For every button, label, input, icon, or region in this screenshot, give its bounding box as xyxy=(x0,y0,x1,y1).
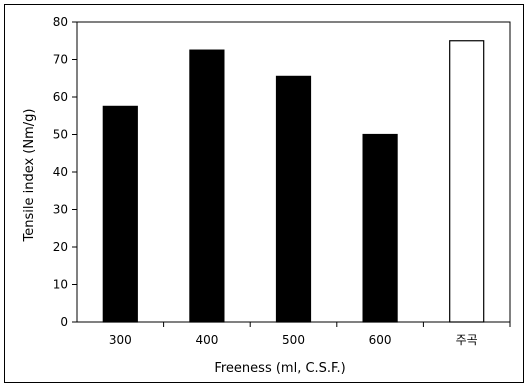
y-tick-label: 70 xyxy=(53,53,68,67)
y-tick-label: 0 xyxy=(60,315,68,329)
x-tick-label: 600 xyxy=(369,333,392,347)
y-tick-label: 30 xyxy=(53,203,68,217)
bar-주곡 xyxy=(449,40,485,323)
x-tick-label: 300 xyxy=(109,333,132,347)
y-axis: 0 10 20 30 40 50 60 70 80 xyxy=(53,15,77,329)
x-tick-label: 400 xyxy=(195,333,218,347)
y-tick-label: 60 xyxy=(53,90,68,104)
y-tick-label: 20 xyxy=(53,240,68,254)
x-tick-label: 500 xyxy=(282,333,305,347)
bar-500 xyxy=(275,75,312,323)
y-axis-title: Tensile index (Nm/g) xyxy=(22,109,37,243)
y-tick-label: 10 xyxy=(53,278,68,292)
x-axis-title: Freeness (ml, C.S.F.) xyxy=(214,361,345,376)
bars xyxy=(102,40,485,323)
x-axis: 300 400 500 600 주곡 xyxy=(109,322,511,347)
y-tick-label: 40 xyxy=(53,165,68,179)
bar-600 xyxy=(362,133,398,323)
y-tick-label: 80 xyxy=(53,15,68,29)
x-tick-label: 주곡 xyxy=(456,333,478,347)
y-tick-label: 50 xyxy=(53,128,68,142)
bar-300 xyxy=(102,105,138,323)
bar-400 xyxy=(189,49,225,323)
chart-frame xyxy=(4,4,524,383)
